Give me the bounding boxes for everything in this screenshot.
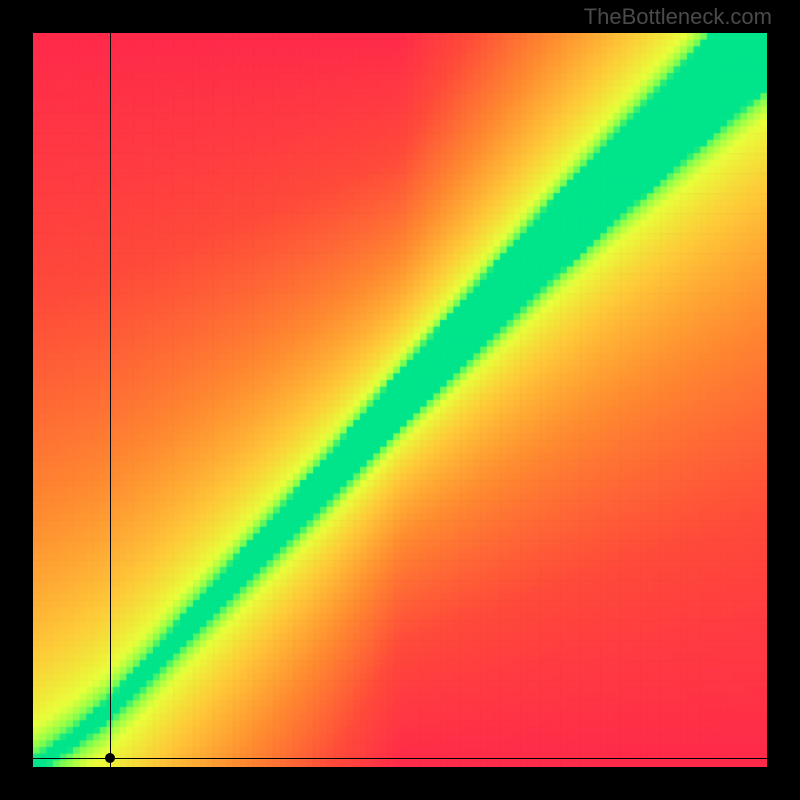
heatmap-plot — [33, 33, 767, 767]
crosshair-marker — [105, 753, 115, 763]
heatmap-canvas — [33, 33, 767, 767]
watermark-text: TheBottleneck.com — [584, 4, 772, 30]
crosshair-horizontal — [33, 758, 767, 759]
crosshair-vertical — [110, 33, 111, 767]
